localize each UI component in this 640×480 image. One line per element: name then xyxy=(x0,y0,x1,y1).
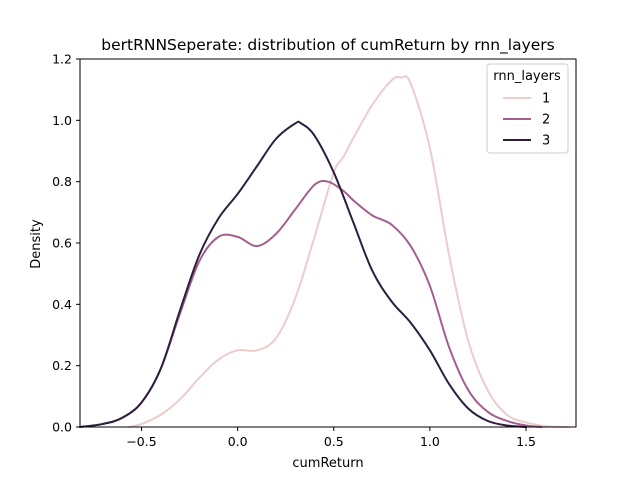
y-tick-label: 0.8 xyxy=(52,174,72,189)
x-axis-label: cumReturn xyxy=(292,456,363,471)
legend-box xyxy=(486,63,569,154)
y-tick-label: 1.2 xyxy=(52,52,72,67)
legend-label-2: 2 xyxy=(542,113,550,128)
y-tick-label: 0.6 xyxy=(52,236,72,251)
series-line-1 xyxy=(127,75,570,428)
y-tick-label: 1.0 xyxy=(52,113,72,128)
y-axis-label: Density xyxy=(29,219,44,269)
x-tick-label: 1.5 xyxy=(516,434,536,449)
legend-label-1: 1 xyxy=(542,92,550,107)
legend: rnn_layers 1 2 3 xyxy=(486,63,569,154)
legend-label-3: 3 xyxy=(542,134,550,149)
series-line-3 xyxy=(79,120,528,428)
y-tick-label: 0.2 xyxy=(52,358,72,373)
x-tick-label: 0.5 xyxy=(324,434,344,449)
y-tick-label: 0.4 xyxy=(52,297,72,312)
x-tick-label: 1.0 xyxy=(420,434,440,449)
x-axis-ticks: −0.5 0.0 0.5 1.0 1.5 xyxy=(126,427,536,449)
x-tick-label: 0.0 xyxy=(228,434,248,449)
legend-items: 1 2 3 xyxy=(503,92,550,149)
y-tick-label: 0.0 xyxy=(52,420,72,435)
legend-title: rnn_layers xyxy=(493,69,561,84)
x-tick-label: −0.5 xyxy=(126,434,156,449)
chart-title: bertRNNSeperate: distribution of cumRetu… xyxy=(101,36,555,55)
y-axis-ticks: 0.0 0.2 0.4 0.6 0.8 1.0 1.2 xyxy=(52,52,80,435)
